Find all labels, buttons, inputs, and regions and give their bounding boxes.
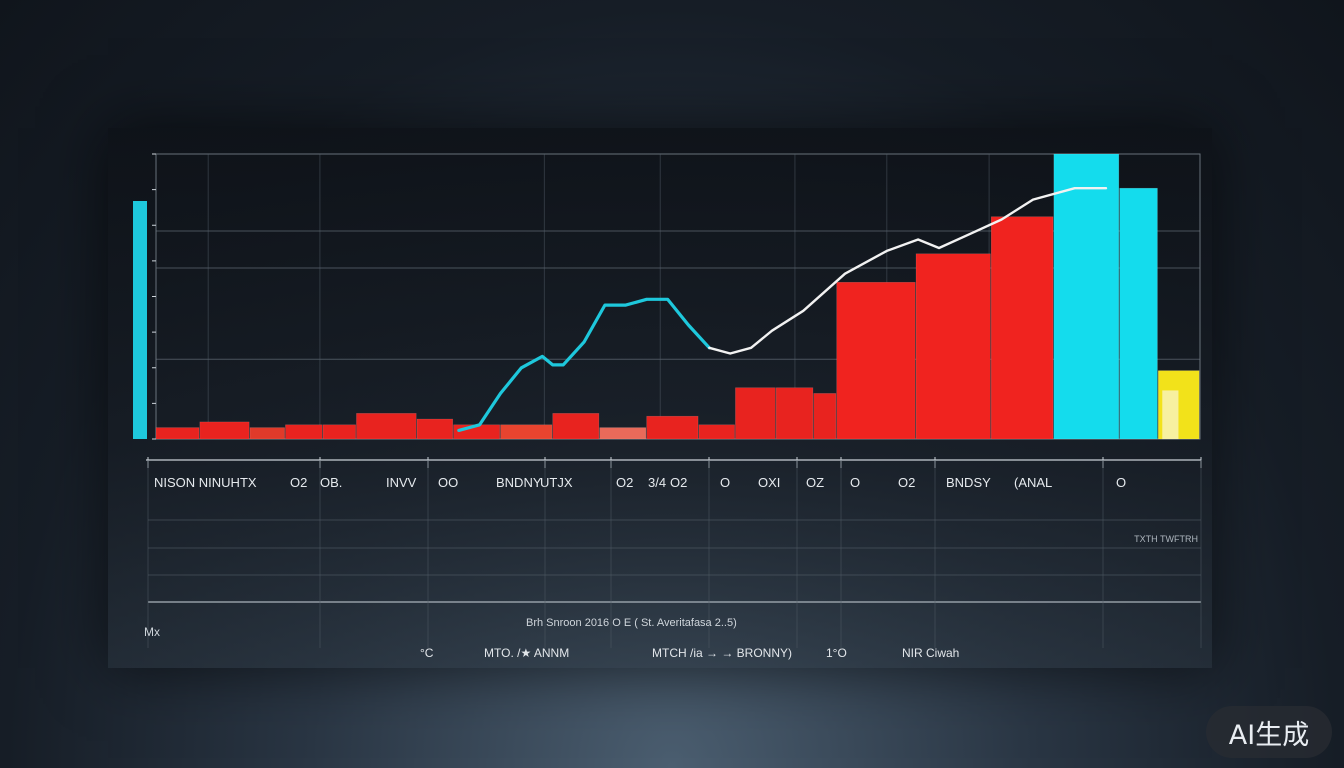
x-tick-label: O2 — [290, 475, 307, 490]
chart-line — [457, 187, 1108, 432]
bar — [836, 281, 916, 440]
x-tick-label: O — [1116, 475, 1126, 490]
x-tick-label: O2 — [898, 475, 915, 490]
legend-item: °C — [420, 646, 434, 660]
chart-bars — [155, 153, 1200, 440]
bar — [646, 415, 699, 440]
bar — [199, 421, 250, 440]
bar — [599, 427, 647, 440]
x-tick-label: OZ — [806, 475, 824, 490]
bar — [915, 253, 991, 440]
x-tick-label: O — [850, 475, 860, 490]
x-tick-label: UTJX — [540, 475, 573, 490]
line-series-cyan — [457, 297, 711, 432]
bar — [285, 424, 323, 440]
x-tick-label: OO — [438, 475, 458, 490]
bar — [356, 413, 417, 440]
x-tick-label: 3/4 — [648, 475, 666, 490]
x-tick-label: BNDNY — [496, 475, 542, 490]
side-label: TXTH TWFTRH — [1134, 534, 1198, 544]
bar — [1119, 187, 1158, 440]
chart-table: TXTH TWFTRH Brh Snroon 2016 O E ( St. Ave… — [144, 460, 1202, 660]
x-tick-label: O2 — [616, 475, 633, 490]
x-tick-label: NISON NINUHTX — [154, 475, 257, 490]
x-tick-label: (ANAL — [1014, 475, 1052, 490]
x-tick-label: O2 — [670, 475, 687, 490]
line-series-white — [708, 187, 1108, 355]
chart-panel: NISON NINUHTX O2 OB. INVV OO BNDNY UTJX O2 3/4 O2… — [108, 128, 1212, 668]
bar — [552, 413, 600, 440]
left-indicator-bar — [133, 201, 147, 439]
bar — [813, 393, 837, 440]
x-tick-label: BNDSY — [946, 475, 991, 490]
x-tick-label: O — [720, 475, 730, 490]
ai-generated-badge: AI生成 — [1206, 706, 1332, 758]
bar — [990, 216, 1054, 440]
bar — [698, 424, 735, 440]
bar — [322, 424, 356, 440]
x-tick-label: OXI — [758, 475, 780, 490]
legend-item: NIR Ciwah — [902, 646, 959, 660]
left-stat: Mx — [144, 625, 160, 639]
footnote: Brh Snroon 2016 O E ( St. Averitafasa 2.… — [526, 617, 737, 629]
bar — [416, 418, 454, 440]
legend-item: MTO. /★ ANNM — [484, 646, 569, 660]
bar — [1053, 153, 1120, 440]
bar — [775, 387, 814, 440]
bar — [1162, 390, 1179, 440]
x-tick-label: OB. — [320, 475, 342, 490]
bar — [500, 424, 553, 440]
bar — [155, 427, 200, 440]
legend-item: 1°O — [826, 646, 847, 660]
x-tick-label: INVV — [386, 475, 417, 490]
legend-item: MTCH /іа → → BRONNY) — [652, 646, 792, 660]
bar — [735, 387, 776, 440]
bar — [249, 427, 285, 440]
